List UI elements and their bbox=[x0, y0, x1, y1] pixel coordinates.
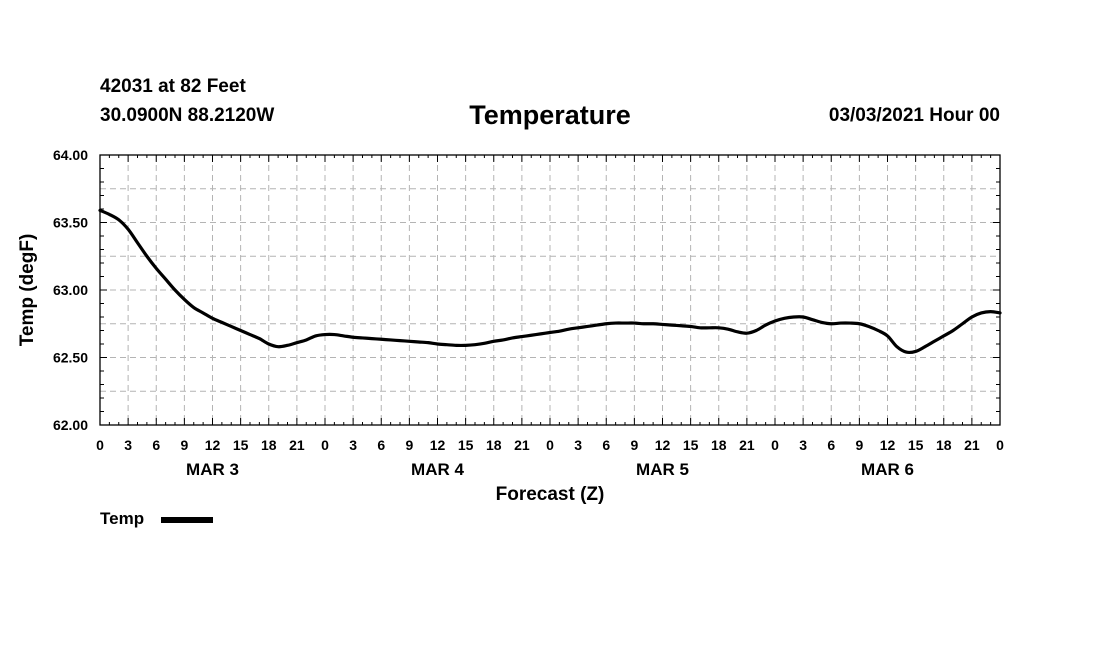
x-tick-label: 15 bbox=[908, 437, 924, 453]
x-tick-label: 18 bbox=[486, 437, 502, 453]
y-tick-label: 62.50 bbox=[53, 350, 88, 366]
x-tick-label: 12 bbox=[880, 437, 896, 453]
x-tick-label: 15 bbox=[458, 437, 474, 453]
x-tick-label: 21 bbox=[739, 437, 755, 453]
x-tick-label: 0 bbox=[771, 437, 779, 453]
x-tick-label: 12 bbox=[655, 437, 671, 453]
y-tick-label: 64.00 bbox=[53, 147, 88, 163]
x-tick-label: 18 bbox=[261, 437, 277, 453]
x-tick-label: 3 bbox=[349, 437, 357, 453]
x-tick-label: 9 bbox=[630, 437, 638, 453]
x-tick-label: 6 bbox=[377, 437, 385, 453]
x-tick-label: 9 bbox=[180, 437, 188, 453]
x-tick-label: 15 bbox=[233, 437, 249, 453]
station-coordinates: 30.0900N 88.2120W bbox=[100, 105, 275, 126]
y-axis-title: Temp (degF) bbox=[17, 234, 38, 347]
station-label: 42031 at 82 Feet bbox=[100, 76, 246, 97]
x-tick-label: 12 bbox=[205, 437, 221, 453]
x-axis-title: Forecast (Z) bbox=[496, 484, 605, 505]
x-tick-label: 0 bbox=[546, 437, 554, 453]
legend-label: Temp bbox=[100, 509, 145, 528]
x-tick-label: 3 bbox=[799, 437, 807, 453]
x-tick-label: 3 bbox=[124, 437, 132, 453]
day-label: MAR 6 bbox=[861, 460, 914, 479]
x-tick-label: 6 bbox=[602, 437, 610, 453]
x-tick-label: 21 bbox=[289, 437, 305, 453]
series-line-temp bbox=[98, 208, 1002, 355]
legend-line-swatch bbox=[161, 517, 213, 523]
x-tick-label: 9 bbox=[405, 437, 413, 453]
x-tick-label: 12 bbox=[430, 437, 446, 453]
chart-title: Temperature bbox=[469, 100, 631, 130]
x-tick-label: 21 bbox=[514, 437, 530, 453]
x-tick-label: 3 bbox=[574, 437, 582, 453]
x-tick-label: 6 bbox=[827, 437, 835, 453]
y-tick-label: 63.50 bbox=[53, 215, 88, 231]
x-tick-label: 6 bbox=[152, 437, 160, 453]
x-tick-label: 0 bbox=[96, 437, 104, 453]
x-tick-label: 0 bbox=[321, 437, 329, 453]
day-label: MAR 4 bbox=[411, 460, 464, 479]
y-tick-label: 62.00 bbox=[53, 417, 88, 433]
x-tick-label: 21 bbox=[964, 437, 980, 453]
x-tick-label: 18 bbox=[711, 437, 727, 453]
forecast-issued-time: 03/03/2021 Hour 00 bbox=[828, 105, 1000, 126]
x-tick-label: 0 bbox=[996, 437, 1004, 453]
day-label: MAR 5 bbox=[636, 460, 689, 479]
x-tick-label: 15 bbox=[683, 437, 699, 453]
x-tick-label: 9 bbox=[855, 437, 863, 453]
x-tick-label: 18 bbox=[936, 437, 952, 453]
y-tick-label: 63.00 bbox=[53, 282, 88, 298]
day-label: MAR 3 bbox=[186, 460, 239, 479]
